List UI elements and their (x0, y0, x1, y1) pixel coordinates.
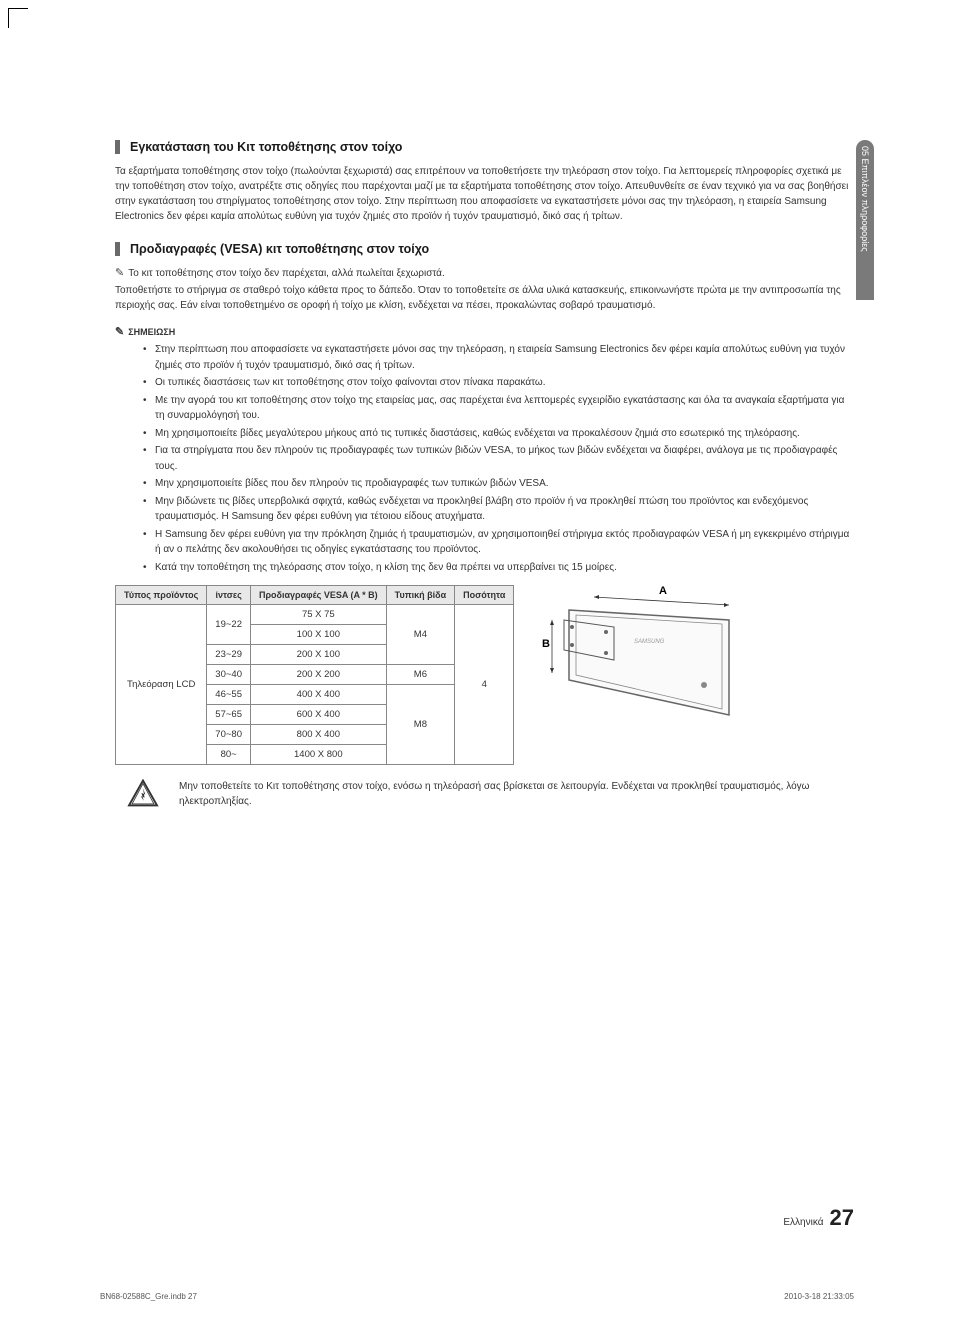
cell-screw: M8 (386, 685, 454, 765)
list-item: Με την αγορά του κιτ τοποθέτησης στον το… (143, 393, 854, 424)
diagram-label-b: B (542, 638, 550, 650)
cell-vesa: 200 X 100 (250, 645, 386, 665)
meta-filename: BN68-02588C_Gre.indb 27 (100, 1292, 197, 1301)
th-vesa: Προδιαγραφές VESA (A * B) (250, 586, 386, 605)
footer-lang: Ελληνικά (783, 1217, 823, 1228)
list-item: Οι τυπικές διαστάσεις των κιτ τοποθέτηση… (143, 375, 854, 391)
section1-title: Εγκατάσταση του Κιτ τοποθέτησης στον τοί… (130, 140, 402, 154)
cell-inches: 57~65 (207, 705, 251, 725)
section2-title: Προδιαγραφές (VESA) κιτ τοποθέτησης στον… (130, 242, 429, 256)
warning-row: Μην τοποθετείτε το Κιτ τοποθέτησης στον … (115, 779, 854, 809)
cell-inches: 80~ (207, 745, 251, 765)
note1-text: Το κιτ τοποθέτησης στον τοίχο δεν παρέχε… (128, 266, 445, 281)
print-meta: BN68-02588C_Gre.indb 27 2010-3-18 21:33:… (100, 1292, 854, 1301)
th-qty: Ποσότητα (455, 586, 514, 605)
list-item: Μην χρησιμοποιείτε βίδες που δεν πληρούν… (143, 476, 854, 492)
cell-vesa: 200 X 200 (250, 665, 386, 685)
th-product: Τύπος προϊόντος (116, 586, 207, 605)
warning-icon (127, 779, 159, 807)
vesa-diagram: A B SAMSUNG (534, 585, 734, 715)
heading-bar (115, 140, 120, 154)
diagram-svg: A B SAMSUNG (534, 585, 734, 725)
note-label-text: ΣΗΜΕΙΩΣΗ (128, 327, 175, 337)
list-item: Στην περίπτωση που αποφασίσετε να εγκατα… (143, 342, 854, 373)
list-item: Κατά την τοποθέτηση της τηλεόρασης στον … (143, 560, 854, 576)
cell-vesa: 1400 X 800 (250, 745, 386, 765)
cell-inches: 23~29 (207, 645, 251, 665)
cell-vesa: 100 X 100 (250, 625, 386, 645)
heading-bar (115, 242, 120, 256)
cell-vesa: 400 X 400 (250, 685, 386, 705)
cell-vesa: 800 X 400 (250, 725, 386, 745)
section2-body2: Τοποθετήστε το στήριγμα σε σταθερό τοίχο… (115, 283, 854, 313)
table-header-row: Τύπος προϊόντος ίντσες Προδιαγραφές VESA… (116, 586, 514, 605)
list-item: Για τα στηρίγματα που δεν πληρούν τις πρ… (143, 443, 854, 474)
list-item: Η Samsung δεν φέρει ευθύνη για την πρόκλ… (143, 527, 854, 558)
table-diagram-row: Τύπος προϊόντος ίντσες Προδιαγραφές VESA… (115, 585, 854, 765)
page-number: 27 (830, 1205, 854, 1231)
cell-inches: 30~40 (207, 665, 251, 685)
note-label: ✎ ΣΗΜΕΙΩΣΗ (115, 325, 854, 338)
th-screw: Τυπική βίδα (386, 586, 454, 605)
list-item: Μην βιδώνετε τις βίδες υπερβολικά σφιχτά… (143, 494, 854, 525)
side-tab: 05 Επιπλέον πληροφορίες (856, 140, 874, 300)
section1-heading: Εγκατάσταση του Κιτ τοποθέτησης στον τοί… (115, 140, 854, 154)
pen-icon: ✎ (115, 266, 124, 279)
cell-product: Τηλεόραση LCD (116, 605, 207, 765)
page-footer: Ελληνικά 27 (783, 1205, 854, 1231)
th-inches: ίντσες (207, 586, 251, 605)
table-row: Τηλεόραση LCD 19~22 75 X 75 M4 4 (116, 605, 514, 625)
diagram-label-a: A (659, 585, 667, 597)
pen-icon: ✎ (115, 325, 124, 338)
cell-screw: M6 (386, 665, 454, 685)
svg-text:SAMSUNG: SAMSUNG (634, 639, 665, 645)
cell-inches: 70~80 (207, 725, 251, 745)
cell-inches: 19~22 (207, 605, 251, 645)
note-line-1: ✎ Το κιτ τοποθέτησης στον τοίχο δεν παρέ… (115, 266, 854, 281)
section2-heading: Προδιαγραφές (VESA) κιτ τοποθέτησης στον… (115, 242, 854, 256)
cell-inches: 46~55 (207, 685, 251, 705)
cell-qty: 4 (455, 605, 514, 765)
cell-screw: M4 (386, 605, 454, 665)
list-item: Μη χρησιμοποιείτε βίδες μεγαλύτερου μήκο… (143, 426, 854, 442)
cell-vesa: 75 X 75 (250, 605, 386, 625)
side-tab-text: 05 Επιπλέον πληροφορίες (860, 146, 870, 252)
warning-text: Μην τοποθετείτε το Κιτ τοποθέτησης στον … (179, 779, 854, 809)
meta-timestamp: 2010-3-18 21:33:05 (784, 1292, 854, 1301)
page: 05 Επιπλέον πληροφορίες Εγκατάσταση του … (0, 0, 954, 1321)
cell-vesa: 600 X 400 (250, 705, 386, 725)
vesa-table: Τύπος προϊόντος ίντσες Προδιαγραφές VESA… (115, 585, 514, 765)
bullet-list: Στην περίπτωση που αποφασίσετε να εγκατα… (115, 342, 854, 575)
section1-body: Τα εξαρτήματα τοποθέτησης στον τοίχο (πω… (115, 164, 854, 224)
